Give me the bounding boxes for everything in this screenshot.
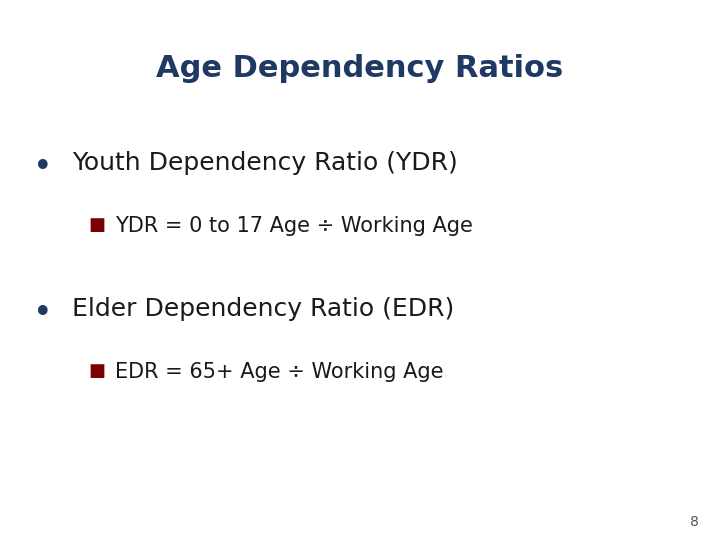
Text: Age Dependency Ratios: Age Dependency Ratios [156,54,564,83]
Text: ■: ■ [89,216,106,234]
Text: Elder Dependency Ratio (EDR): Elder Dependency Ratio (EDR) [72,297,454,321]
Text: YDR = 0 to 17 Age ÷ Working Age: YDR = 0 to 17 Age ÷ Working Age [115,216,473,236]
Text: •: • [33,297,53,330]
Text: ■: ■ [89,362,106,380]
Text: EDR = 65+ Age ÷ Working Age: EDR = 65+ Age ÷ Working Age [115,362,444,382]
Text: 8: 8 [690,515,698,529]
Text: •: • [33,151,53,184]
Text: Youth Dependency Ratio (YDR): Youth Dependency Ratio (YDR) [72,151,458,175]
